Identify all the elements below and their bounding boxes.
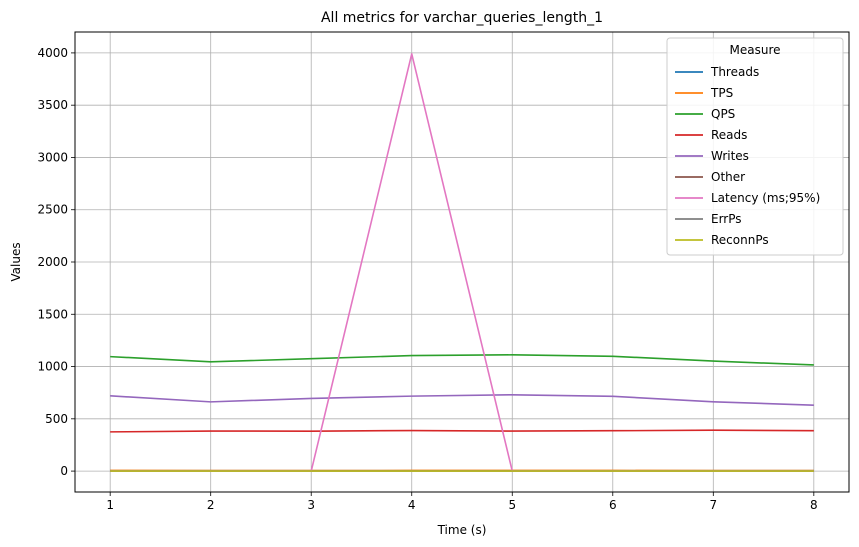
y-tick-label: 3000 [37,150,68,164]
legend: Measure Threads TPS QPS Reads Writes Other Late… [666,37,844,256]
x-tick-label: 5 [508,498,516,512]
x-tick-label: 2 [207,498,215,512]
legend-label: Reads [711,128,747,142]
y-tick-label: 2000 [37,255,68,269]
legend-label: ReconnPs [711,233,769,247]
series-line-reads [110,429,814,433]
legend-box [666,37,844,256]
y-tick-label: 4000 [37,46,68,60]
x-tick-label: 8 [810,498,818,512]
y-tick-label: 3500 [37,98,68,112]
legend-label: Other [711,170,745,184]
legend-label: Threads [710,65,759,79]
x-axis-ticks: 1 2 3 4 5 6 7 8 [106,492,818,512]
chart-title: All metrics for varchar_queries_length_1 [321,10,603,26]
x-tick-label: 6 [609,498,617,512]
series-line-qps [110,354,814,366]
x-tick-label: 1 [106,498,114,512]
legend-label: QPS [711,107,735,121]
y-tick-label: 2500 [37,203,68,217]
x-axis-label: Time (s) [437,523,487,537]
x-tick-label: 7 [709,498,717,512]
legend-label: TPS [710,86,733,100]
y-tick-label: 1500 [37,307,68,321]
y-axis-label: Values [9,242,23,281]
legend-label: ErrPs [711,212,742,226]
legend-label: Writes [711,149,749,163]
y-tick-label: 0 [60,464,68,478]
x-tick-label: 3 [307,498,315,512]
series-lines [110,53,814,472]
x-tick-label: 4 [408,498,416,512]
legend-title: Measure [730,43,781,57]
legend-label: Latency (ms;95%) [711,191,820,205]
y-tick-label: 500 [45,412,68,426]
y-tick-label: 1000 [37,360,68,374]
series-line-writes [110,393,814,407]
y-axis-ticks: 0 500 1000 1500 2000 2500 3000 3500 4000 [37,46,75,478]
